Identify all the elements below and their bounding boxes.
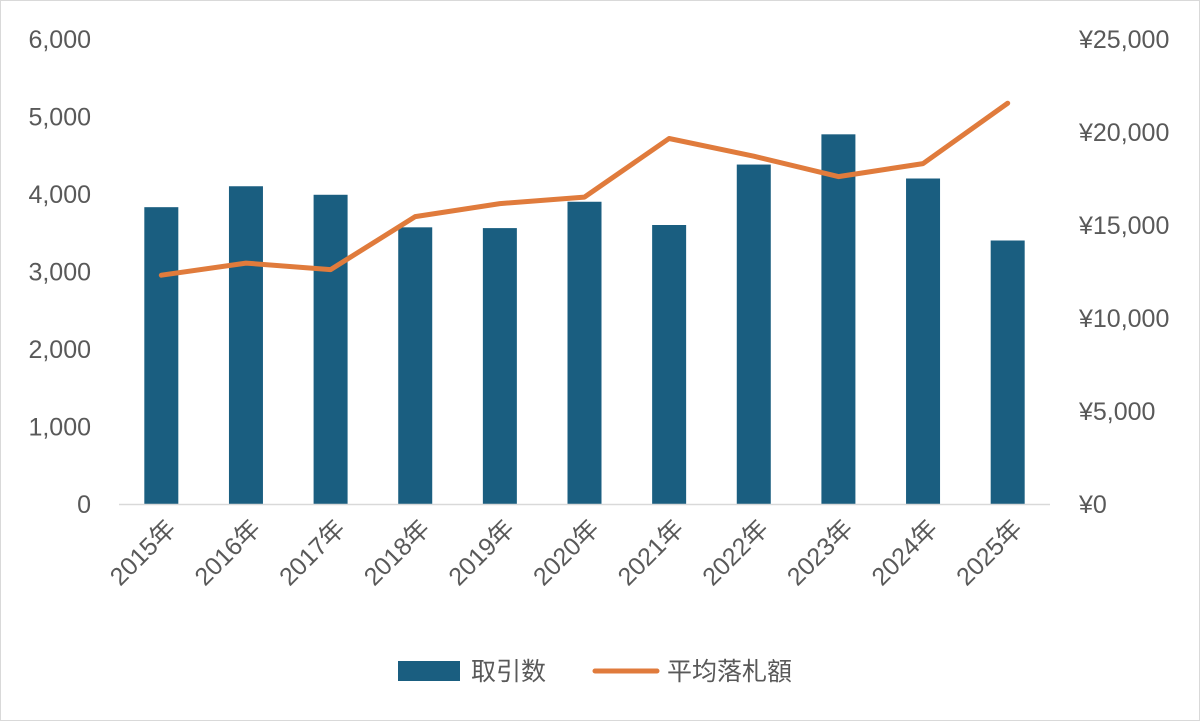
legend-line-label: 平均落札額: [667, 657, 792, 686]
right-axis-tick-label: ¥0: [1078, 491, 1107, 519]
left-axis-tick-label: 5,000: [28, 104, 91, 132]
bar: [652, 225, 686, 504]
bar: [568, 202, 602, 504]
left-axis-tick-label: 4,000: [28, 181, 91, 209]
left-axis-tick-label: 1,000: [28, 414, 91, 442]
left-axis-tick-label: 6,000: [28, 26, 91, 54]
category-label: 2018年: [359, 514, 436, 591]
bar: [229, 186, 263, 504]
left-axis-tick-label: 3,000: [28, 259, 91, 287]
category-label: 2019年: [443, 514, 520, 591]
right-axis-tick-label: ¥20,000: [1078, 119, 1169, 147]
category-label: 2021年: [613, 514, 690, 591]
left-axis-tick-label: 0: [77, 491, 91, 519]
right-axis-tick-label: ¥25,000: [1078, 26, 1169, 54]
left-axis-labels: 0 1,000 2,000 3,000 4,000 5,000 6,000: [28, 26, 91, 519]
bar-series-group: [144, 134, 1024, 504]
bar: [398, 227, 432, 504]
category-label: 2020年: [528, 514, 605, 591]
right-axis-labels: ¥0 ¥5,000 ¥10,000 ¥15,000 ¥20,000 ¥25,000: [1078, 26, 1169, 519]
category-label: 2025年: [951, 514, 1028, 591]
bar: [906, 179, 940, 505]
left-axis-tick-label: 2,000: [28, 336, 91, 364]
category-label: 2015年: [105, 514, 182, 591]
category-label: 2017年: [274, 514, 351, 591]
legend-bar-swatch: [398, 661, 460, 681]
legend: 取引数 平均落札額: [398, 657, 792, 686]
category-label: 2016年: [189, 514, 266, 591]
bar: [314, 195, 348, 504]
right-axis-tick-label: ¥5,000: [1078, 398, 1155, 426]
right-axis-tick-label: ¥15,000: [1078, 212, 1169, 240]
bar: [737, 165, 771, 504]
bar: [991, 241, 1025, 505]
bar: [144, 207, 178, 504]
right-axis-tick-label: ¥10,000: [1078, 305, 1169, 333]
category-label: 2022年: [697, 514, 774, 591]
bar: [483, 228, 517, 504]
category-label: 2024年: [866, 514, 943, 591]
legend-bar-label: 取引数: [471, 657, 546, 686]
category-label: 2023年: [782, 514, 859, 591]
bar: [821, 134, 855, 504]
